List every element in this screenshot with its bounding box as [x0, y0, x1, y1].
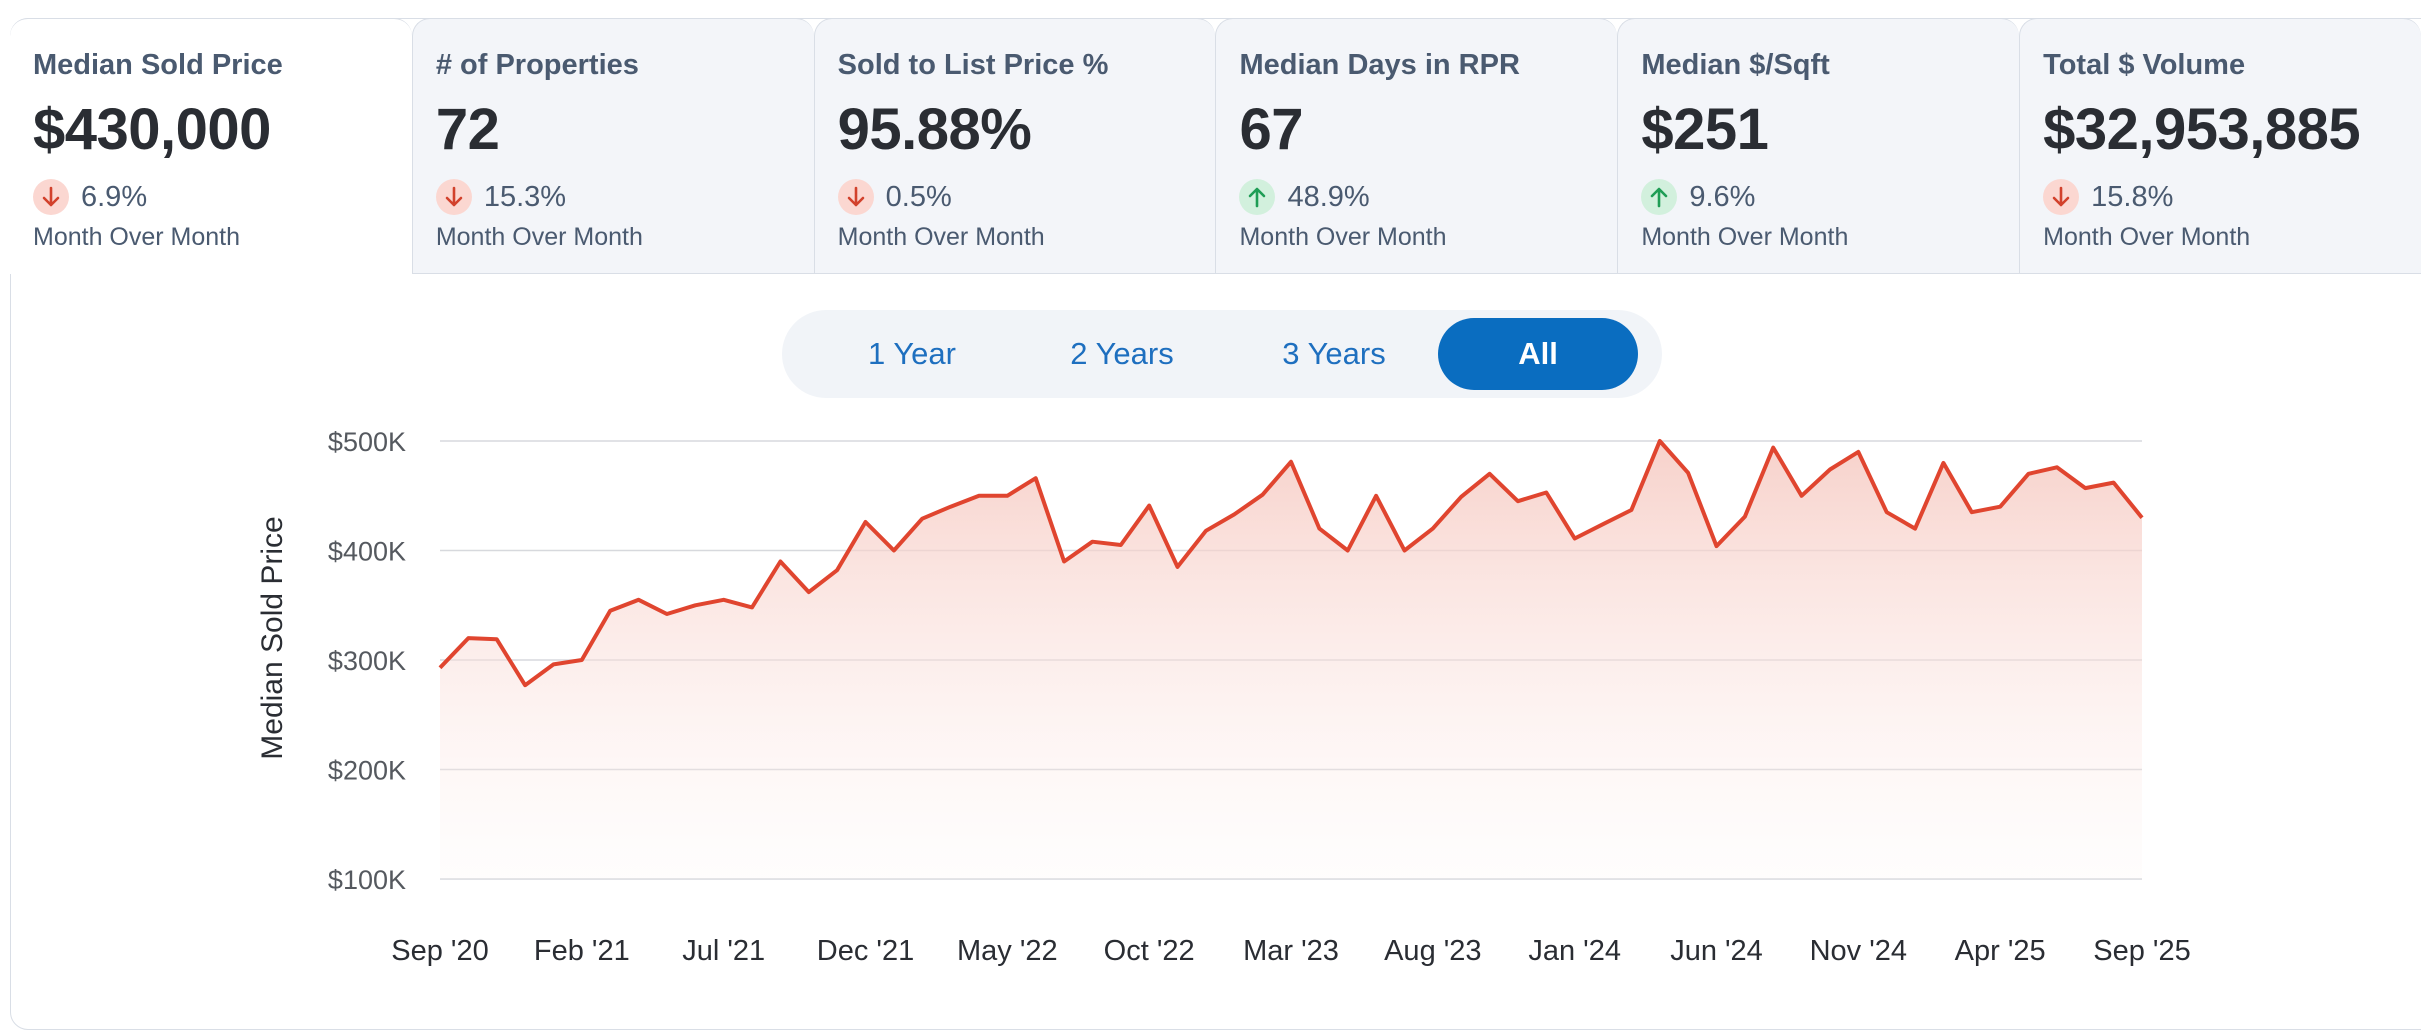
x-tick-label: Sep '25 — [2093, 935, 2190, 967]
tab-median-sold-price[interactable]: Median Sold Price $430,000 6.9% Month Ov… — [10, 18, 412, 274]
tab-median-days-in-rpr[interactable]: Median Days in RPR 67 48.9% Month Over M… — [1215, 18, 1618, 274]
tab-total-volume[interactable]: Total $ Volume $32,953,885 15.8% Month O… — [2019, 18, 2421, 274]
y-tick-label: $200K — [328, 756, 406, 786]
tab-period: Month Over Month — [1239, 223, 1447, 251]
change-value: 48.9% — [1287, 180, 1370, 213]
x-tick-label: Jan '24 — [1528, 935, 1621, 967]
x-tick-label: May '22 — [957, 935, 1058, 967]
tab-value: 95.88% — [837, 97, 1032, 162]
y-axis-title: Median Sold Price — [256, 516, 289, 759]
arrow-down-icon — [435, 179, 472, 215]
tab-value: $430,000 — [33, 97, 271, 162]
x-tick-label: Dec '21 — [817, 935, 914, 967]
tab-label: Total $ Volume — [2043, 49, 2246, 81]
range-3-years-button[interactable]: 3 Years — [1282, 336, 1386, 371]
arrow-down-icon — [33, 179, 69, 215]
range-all-button[interactable]: All — [1438, 318, 1638, 390]
x-tick-label: Apr '25 — [1955, 935, 2046, 967]
x-tick-label: Jun '24 — [1670, 935, 1763, 967]
y-axis-labels: $100K $200K $300K $400K $500K — [328, 427, 406, 895]
tab-number-of-properties[interactable]: # of Properties 72 15.3% Month Over Mont… — [411, 18, 814, 274]
tab-value: 72 — [435, 97, 500, 162]
tab-change: 48.9% — [1239, 177, 1617, 217]
y-tick-label: $400K — [328, 537, 406, 567]
tab-value: 67 — [1239, 97, 1303, 162]
tab-change: 15.3% — [435, 177, 814, 217]
y-tick-label: $100K — [328, 865, 406, 895]
area-path — [440, 441, 2142, 879]
tab-label: # of Properties — [435, 49, 639, 81]
change-value: 9.6% — [1689, 180, 1756, 213]
tab-period: Month Over Month — [33, 223, 241, 251]
tab-change: 6.9% — [33, 177, 412, 217]
x-tick-label: Oct '22 — [1104, 935, 1195, 967]
time-range-selector: 1 Year 2 Years 3 Years All — [782, 310, 1662, 398]
tab-label: Median $/Sqft — [1641, 49, 1830, 81]
arrow-down-icon — [2043, 179, 2080, 215]
arrow-down-icon — [837, 179, 874, 215]
range-1-year-button[interactable]: 1 Year — [868, 336, 956, 371]
tab-period: Month Over Month — [435, 223, 643, 251]
tab-period: Month Over Month — [837, 223, 1045, 251]
change-value: 0.5% — [885, 180, 952, 213]
change-value: 6.9% — [81, 180, 148, 213]
tab-value: $32,953,885 — [2043, 97, 2361, 162]
x-axis-labels: Sep '20 Feb '21 Jul '21 Dec '21 May '22 Oct '… — [391, 935, 2190, 967]
metric-tabs: Median Sold Price $430,000 6.9% Month Ov… — [10, 18, 2421, 274]
x-tick-label: Nov '24 — [1810, 935, 1907, 967]
tab-change: 15.8% — [2043, 177, 2421, 217]
x-tick-label: Aug '23 — [1384, 935, 1481, 967]
arrow-up-icon — [1641, 179, 1678, 215]
x-tick-label: Mar '23 — [1243, 935, 1339, 967]
y-tick-label: $300K — [328, 646, 406, 676]
tab-change: 0.5% — [837, 177, 1216, 217]
change-value: 15.8% — [2091, 180, 2174, 213]
y-tick-label: $500K — [328, 427, 406, 457]
tab-period: Month Over Month — [1641, 223, 1849, 251]
x-tick-label: Sep '20 — [391, 935, 488, 967]
tab-label: Sold to List Price % — [837, 49, 1109, 81]
area-fill — [440, 441, 2142, 879]
arrow-up-icon — [1239, 179, 1276, 215]
tab-sold-to-list-price[interactable]: Sold to List Price % 95.88% 0.5% Month O… — [813, 18, 1216, 274]
line-path — [438, 439, 2144, 688]
range-2-years-button[interactable]: 2 Years — [1070, 336, 1174, 371]
change-value: 15.3% — [483, 180, 567, 213]
tab-change: 9.6% — [1641, 177, 2019, 217]
tab-label: Median Days in RPR — [1239, 49, 1520, 81]
tab-value: $251 — [1641, 97, 1769, 162]
tab-period: Month Over Month — [2043, 223, 2251, 251]
tab-median-price-per-sqft[interactable]: Median $/Sqft $251 9.6% Month Over Month — [1617, 18, 2020, 274]
x-tick-label: Jul '21 — [682, 935, 765, 967]
x-tick-label: Feb '21 — [534, 935, 630, 967]
series-line — [438, 439, 2144, 688]
tab-label: Median Sold Price — [33, 49, 283, 81]
